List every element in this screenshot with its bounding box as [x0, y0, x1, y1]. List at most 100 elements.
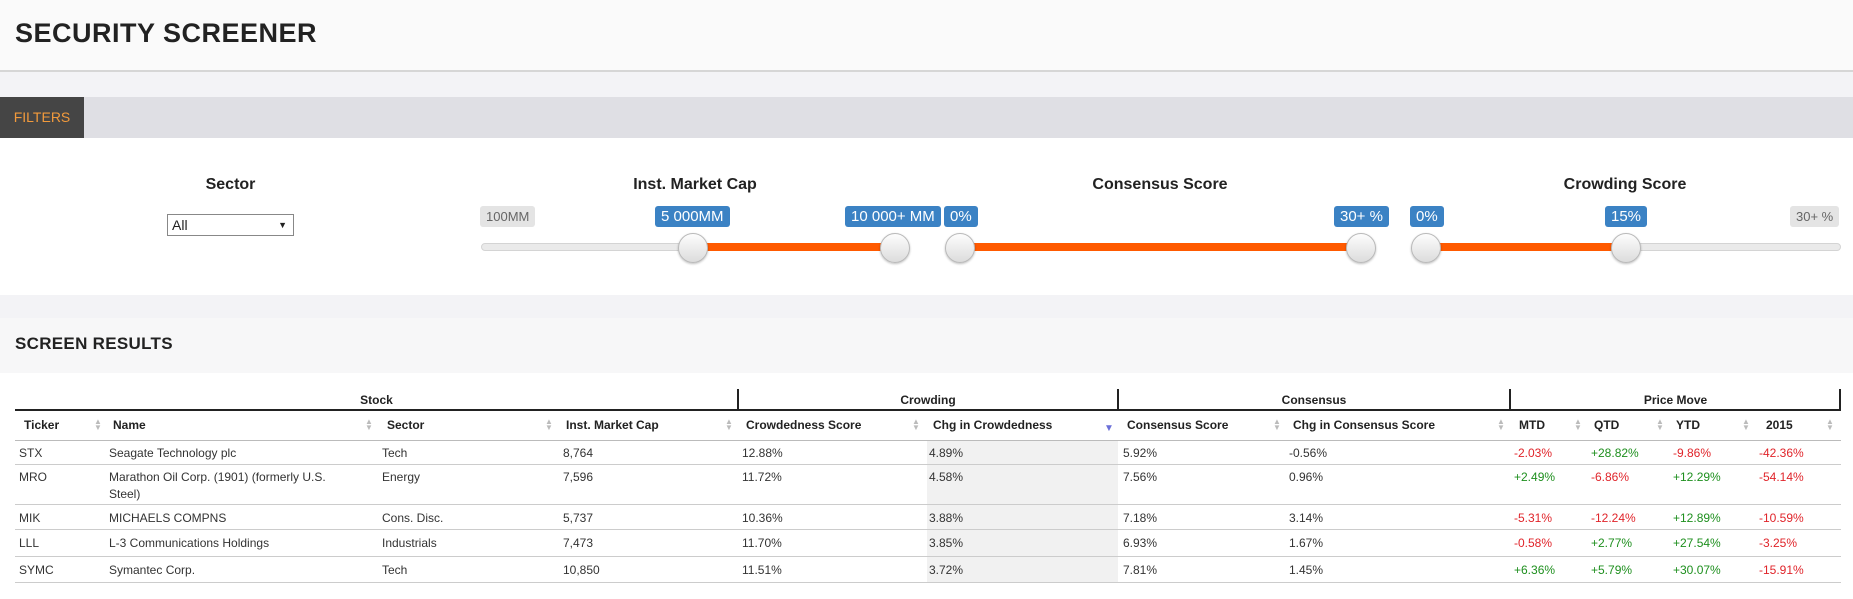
name-cell: Symantec Corp.	[109, 563, 196, 577]
sort-icon[interactable]: ▲ ▼	[1574, 417, 1582, 432]
col-chg-crowdedness[interactable]: Chg in Crowdedness	[933, 418, 1053, 432]
market-cap-slider-range	[693, 243, 896, 251]
name-cell: MICHAELS COMPNS	[109, 511, 227, 525]
sector-cell: Tech	[382, 563, 408, 577]
crowding-filter-title: Crowding Score	[1563, 176, 1687, 193]
name-cell: L-3 Communications Holdings	[109, 536, 270, 550]
group-divider	[737, 389, 739, 411]
col-name[interactable]: Name	[113, 418, 146, 432]
name-cell: Marathon Oil Corp. (1901) (formerly U.S.…	[109, 470, 326, 501]
highlight-column	[927, 441, 1118, 464]
market-cap-high-value: 10 000+ MM	[845, 206, 941, 227]
col-crowdedness-score[interactable]: Crowdedness Score	[746, 418, 862, 432]
results-table: Stock Crowding Consensus Price Move Tick…	[0, 373, 1853, 599]
col-qtd[interactable]: QTD	[1594, 418, 1620, 432]
sort-icon[interactable]: ▲ ▼	[912, 417, 920, 432]
page-title: SECURITY SCREENER	[15, 18, 318, 48]
table-row[interactable]: STX Seagate Technology plc Tech 8,764 12…	[15, 441, 1841, 465]
consensus-low-handle[interactable]	[945, 233, 975, 263]
ticker-cell: LLL	[19, 536, 40, 550]
market-cap-filter-title: Inst. Market Cap	[633, 176, 757, 193]
sort-icon[interactable]: ▲ ▼	[1742, 417, 1750, 432]
market-cap-low-handle[interactable]	[678, 233, 708, 263]
sort-icon[interactable]: ▲ ▼	[1273, 417, 1281, 432]
ticker-cell: SYMC	[19, 563, 54, 577]
ytd-cell: +27.54%	[1673, 536, 1721, 550]
sort-icon[interactable]: ▲ ▼	[94, 417, 102, 432]
highlight-column	[927, 505, 1118, 529]
col-market-cap[interactable]: Inst. Market Cap	[566, 418, 659, 432]
crowding-slider-range	[1425, 243, 1626, 251]
filter-panel: Sector All ▼ Inst. Market Cap 100MM 5 00…	[0, 138, 1853, 295]
qtd-cell: +5.79%	[1591, 563, 1633, 577]
col-consensus-score[interactable]: Consensus Score	[1127, 418, 1229, 432]
y2015-cell: -54.14%	[1759, 470, 1804, 484]
mtd-cell: +2.49%	[1514, 470, 1556, 484]
results-title: SCREEN RESULTS	[15, 334, 173, 353]
chg-consensus-cell: 0.96%	[1289, 470, 1324, 484]
table-row[interactable]: LLL L-3 Communications Holdings Industri…	[15, 530, 1841, 557]
crowding-low-value: 0%	[1410, 206, 1444, 227]
sort-icon[interactable]: ▲ ▼	[1656, 417, 1664, 432]
crowdedness-cell: 11.70%	[742, 536, 782, 550]
consensus-filter-title: Consensus Score	[1092, 176, 1228, 193]
sort-icon[interactable]: ▲ ▼	[1826, 417, 1834, 432]
mtd-cell: +6.36%	[1514, 563, 1556, 577]
consensus-cell: 6.93%	[1123, 536, 1158, 550]
sector-cell: Industrials	[382, 536, 437, 550]
sort-icon[interactable]: ▲ ▼	[1497, 417, 1505, 432]
sort-icon[interactable]: ▲ ▼	[545, 417, 553, 432]
qtd-cell: +2.77%	[1591, 536, 1633, 550]
market-cap-cell: 8,764	[563, 446, 594, 460]
crowdedness-cell: 10.36%	[742, 511, 783, 525]
crowding-high-handle[interactable]	[1611, 233, 1641, 263]
col-mtd[interactable]: MTD	[1519, 418, 1545, 432]
col-ticker[interactable]: Ticker	[24, 418, 60, 432]
market-cap-high-handle[interactable]	[880, 233, 910, 263]
y2015-cell: -3.25%	[1759, 536, 1798, 550]
group-divider	[1117, 389, 1119, 411]
col-2015[interactable]: 2015	[1766, 418, 1793, 432]
sort-desc-active-icon[interactable]: ▼	[1104, 423, 1114, 434]
consensus-cell: 7.56%	[1123, 470, 1158, 484]
market-cap-cell: 7,473	[563, 536, 594, 550]
ytd-cell: +12.89%	[1673, 511, 1721, 525]
qtd-cell: -6.86%	[1591, 470, 1630, 484]
sector-cell: Cons. Disc.	[382, 511, 444, 525]
sort-icon[interactable]: ▲ ▼	[725, 417, 733, 432]
y2015-cell: -10.59%	[1759, 511, 1804, 525]
crowdedness-cell: 12.88%	[742, 446, 783, 460]
chg-consensus-cell: 1.67%	[1289, 536, 1324, 550]
consensus-slider-range	[960, 243, 1361, 251]
ytd-cell: -9.86%	[1673, 446, 1712, 460]
consensus-high-handle[interactable]	[1346, 233, 1376, 263]
sector-cell: Energy	[382, 470, 421, 484]
group-crowding: Crowding	[900, 393, 956, 407]
sort-icon[interactable]: ▲ ▼	[365, 417, 373, 432]
table-row[interactable]: MRO Marathon Oil Corp. (1901) (formerly …	[15, 465, 1841, 505]
chg-crowdedness-cell: 3.88%	[929, 511, 964, 525]
sector-select-value: All	[172, 217, 188, 233]
table-row[interactable]: SYMC Symantec Corp. Tech 10,850 11.51% 3…	[15, 557, 1841, 583]
filters-tab[interactable]: FILTERS	[0, 97, 84, 138]
crowding-low-handle[interactable]	[1411, 233, 1441, 263]
mtd-cell: -2.03%	[1514, 446, 1553, 460]
ticker-cell: MIK	[19, 511, 41, 525]
col-ytd[interactable]: YTD	[1676, 418, 1700, 432]
group-stock: Stock	[360, 393, 393, 407]
group-price-move: Price Move	[1643, 393, 1708, 407]
sector-filter-title: Sector	[205, 176, 256, 193]
highlight-column	[927, 557, 1118, 582]
consensus-low-value: 0%	[944, 206, 978, 227]
consensus-cell: 7.18%	[1123, 511, 1158, 525]
col-chg-consensus[interactable]: Chg in Consensus Score	[1293, 418, 1436, 432]
col-sector[interactable]: Sector	[387, 418, 425, 432]
chg-consensus-cell: -0.56%	[1289, 446, 1328, 460]
y2015-cell: -15.91%	[1759, 563, 1804, 577]
qtd-cell: -12.24%	[1591, 511, 1636, 525]
market-cap-low-value: 5 000MM	[655, 206, 730, 227]
group-divider	[1509, 389, 1511, 411]
sector-select[interactable]: All ▼	[167, 214, 294, 236]
table-row[interactable]: MIK MICHAELS COMPNS Cons. Disc. 5,737 10…	[15, 505, 1841, 530]
header-divider	[15, 440, 1841, 441]
